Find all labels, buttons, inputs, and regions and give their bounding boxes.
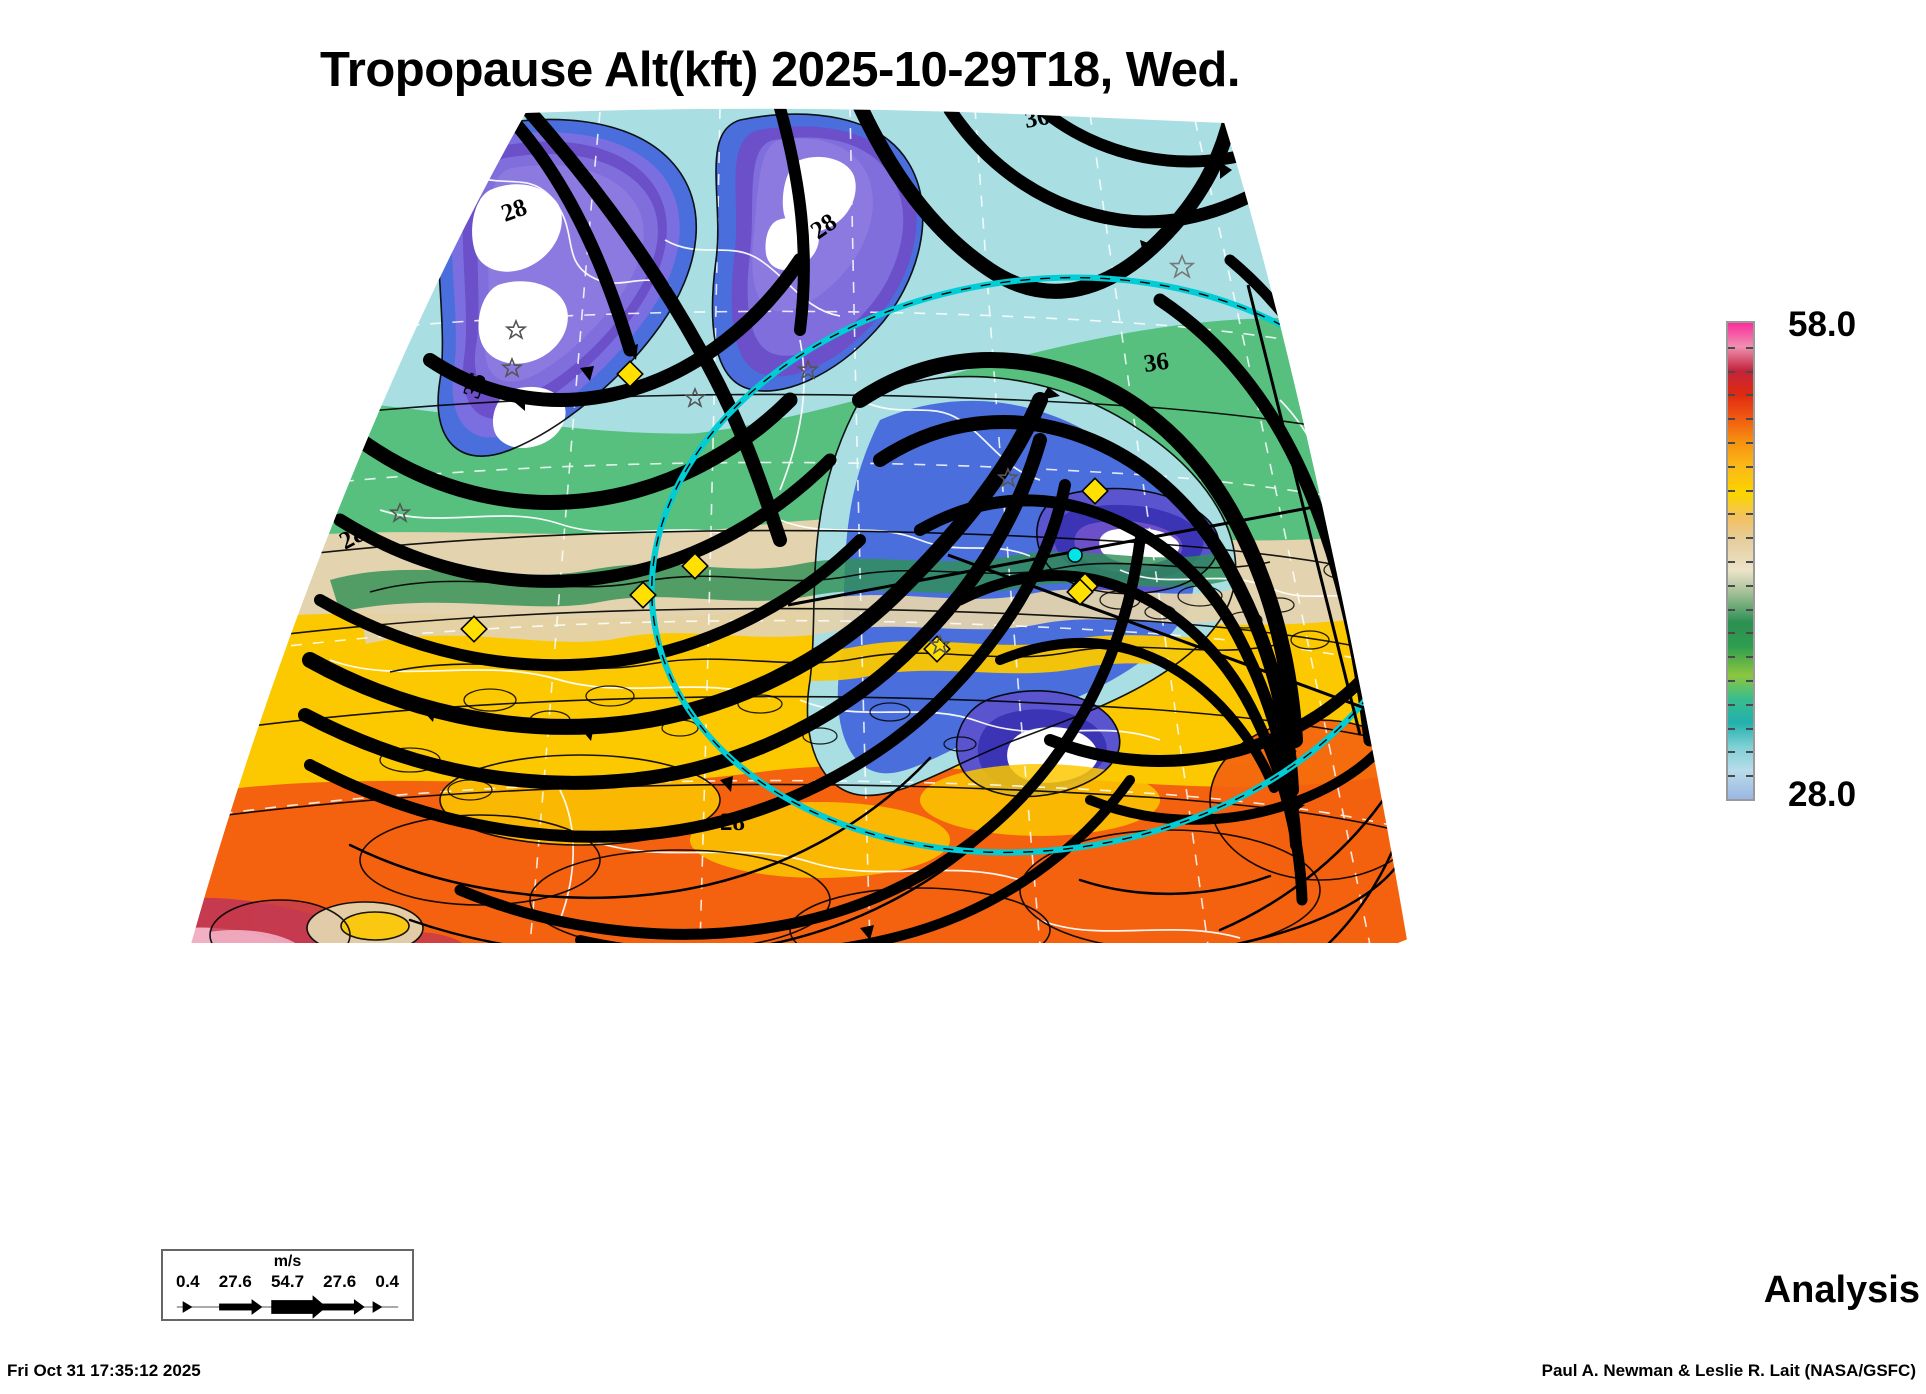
render-timestamp: Fri Oct 31 17:35:12 2025	[7, 1361, 201, 1380]
contour-label: 28	[720, 809, 745, 836]
colorbar-tick	[1728, 703, 1735, 706]
colorbar-tick	[1728, 442, 1735, 444]
author-credit: Paul A. Newman & Leslie R. Lait (NASA/GS…	[1541, 1361, 1916, 1380]
colorbar-tick	[1746, 727, 1753, 730]
map-panel[interactable]: 28 36 36 36 28 28 28	[160, 100, 1410, 980]
orbit-circle	[648, 274, 1408, 856]
page-title: Tropopause Alt(kft) 2025-10-29T18, Wed.	[320, 43, 1240, 97]
colorbar-tick	[1728, 775, 1735, 778]
colorbar-tick	[1728, 561, 1735, 563]
colorbar-tick	[1728, 680, 1735, 682]
contour-label: 36	[1022, 103, 1051, 134]
colorbar-tick	[1728, 513, 1735, 516]
wind-value: 27.6	[218, 1272, 252, 1291]
colorbar-tick	[1746, 418, 1753, 421]
wind-value: 0.4	[375, 1272, 399, 1291]
colorbar-tick	[1728, 370, 1735, 373]
colorbar-tick	[1728, 632, 1735, 635]
colorbar-tick	[1746, 346, 1753, 349]
wind-value: 27.6	[323, 1272, 357, 1291]
colorbar-tick	[1746, 394, 1753, 397]
waypoint-marker[interactable]	[1067, 547, 1083, 563]
colorbar-tick	[1728, 489, 1735, 492]
site-stars[interactable]	[388, 253, 1196, 655]
wind-value: 54.7	[270, 1272, 305, 1291]
colorbar-min-label: 28.0	[1788, 775, 1857, 814]
analysis-label: Analysis	[1763, 1269, 1920, 1311]
colorbar-tick	[1728, 465, 1735, 468]
colorbar-tick	[1728, 608, 1735, 611]
wind-value-labels: 0.4 27.6 54.7 27.6 0.4	[163, 1272, 412, 1292]
colorbar-tick	[1746, 442, 1753, 444]
map-border	[188, 106, 1410, 945]
colorbar-tick	[1728, 537, 1735, 540]
contour-label: 36	[1142, 348, 1171, 378]
flight-track	[787, 284, 1406, 736]
colorbar[interactable]	[1726, 321, 1755, 801]
colorbar-tick	[1728, 418, 1735, 421]
colorbar-tick	[1728, 394, 1735, 397]
colorbar-tick	[1728, 584, 1735, 587]
wind-value: 0.4	[176, 1272, 200, 1291]
wind-arrow-scale	[176, 1295, 399, 1319]
colorbar-tick	[1746, 751, 1753, 754]
map-field: 28 36 36 36 28 28 28	[190, 103, 1408, 945]
colorbar-tick	[1746, 513, 1753, 516]
map-canvas[interactable]: 28 36 36 36 28 28 28	[160, 100, 1410, 980]
colorbar-tick	[1728, 727, 1735, 730]
colorbar-tick	[1728, 751, 1735, 754]
colorbar-tick	[1746, 680, 1753, 682]
colorbar-tick	[1746, 584, 1753, 587]
colorbar-tick	[1746, 656, 1753, 659]
colorbar-max-label: 58.0	[1788, 305, 1857, 344]
colorbar-ticks	[1728, 323, 1753, 799]
colorbar-tick	[1746, 775, 1753, 778]
colorbar-tick	[1728, 656, 1735, 659]
colorbar-tick	[1728, 346, 1735, 349]
streamline-arrows	[422, 162, 1305, 940]
colorbar-tick	[1746, 632, 1753, 635]
colorbar-tick	[1746, 537, 1753, 540]
colorbar-tick	[1746, 370, 1753, 373]
colorbar-tick	[1746, 608, 1753, 611]
colorbar-tick	[1746, 489, 1753, 492]
wind-scale-legend: m/s 0.4 27.6 54.7 27.6 0.4	[161, 1249, 414, 1321]
wind-unit-label: m/s	[273, 1253, 302, 1270]
colorbar-tick	[1746, 703, 1753, 706]
colorbar-tick	[1746, 465, 1753, 468]
colorbar-tick	[1746, 561, 1753, 563]
